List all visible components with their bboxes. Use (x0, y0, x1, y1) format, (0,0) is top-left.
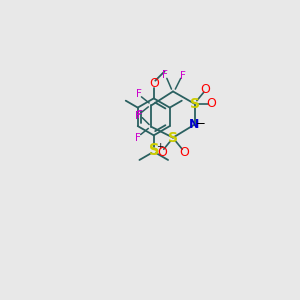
Text: S: S (148, 143, 159, 158)
Text: F: F (137, 110, 143, 119)
Text: +: + (156, 142, 164, 151)
Text: O: O (200, 82, 210, 96)
Text: N: N (189, 118, 200, 131)
Text: F: F (136, 89, 142, 99)
Text: −: − (196, 117, 206, 130)
Text: O: O (157, 146, 167, 159)
Text: O: O (179, 146, 189, 159)
Text: F: F (135, 111, 141, 121)
Text: F: F (180, 71, 186, 81)
Text: O: O (149, 77, 159, 90)
Text: S: S (168, 130, 178, 145)
Text: F: F (135, 133, 141, 142)
Text: O: O (207, 97, 216, 110)
Text: S: S (190, 97, 200, 111)
Text: F: F (162, 70, 168, 80)
